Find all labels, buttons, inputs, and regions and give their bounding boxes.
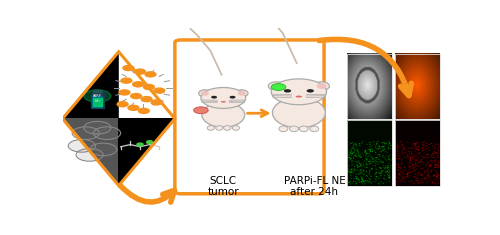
Circle shape	[146, 141, 153, 144]
Circle shape	[194, 107, 208, 114]
Ellipse shape	[224, 126, 231, 130]
Circle shape	[130, 94, 141, 99]
Circle shape	[123, 66, 134, 70]
Ellipse shape	[198, 90, 211, 97]
Circle shape	[121, 78, 132, 83]
Circle shape	[138, 108, 149, 114]
Bar	[348, 121, 392, 186]
Circle shape	[134, 69, 145, 74]
Circle shape	[141, 97, 152, 102]
Bar	[348, 54, 392, 119]
Ellipse shape	[220, 101, 226, 102]
Circle shape	[201, 87, 246, 108]
Circle shape	[74, 127, 98, 139]
Ellipse shape	[271, 83, 281, 89]
Circle shape	[144, 84, 154, 90]
Circle shape	[77, 149, 102, 161]
Bar	[93, 90, 102, 92]
Ellipse shape	[236, 90, 248, 97]
Ellipse shape	[268, 82, 284, 90]
Bar	[91, 92, 104, 108]
Circle shape	[271, 79, 326, 105]
Ellipse shape	[317, 83, 326, 89]
Ellipse shape	[296, 96, 302, 98]
Circle shape	[154, 88, 165, 93]
Ellipse shape	[202, 102, 244, 127]
Ellipse shape	[279, 126, 288, 132]
Circle shape	[271, 84, 286, 90]
Ellipse shape	[290, 126, 298, 132]
Polygon shape	[62, 52, 118, 119]
Bar	[395, 121, 440, 186]
Ellipse shape	[207, 126, 214, 130]
Circle shape	[94, 127, 120, 139]
Text: SCLC
tumor: SCLC tumor	[208, 176, 239, 197]
Circle shape	[132, 82, 143, 87]
Ellipse shape	[238, 91, 246, 96]
Ellipse shape	[232, 126, 239, 130]
Circle shape	[145, 72, 156, 77]
Circle shape	[85, 122, 110, 133]
Bar	[92, 98, 102, 106]
Circle shape	[91, 144, 116, 155]
Ellipse shape	[314, 82, 330, 90]
Circle shape	[117, 102, 128, 107]
Polygon shape	[62, 119, 118, 186]
Text: PARP
inh: PARP inh	[93, 94, 102, 103]
Circle shape	[211, 96, 217, 98]
Circle shape	[284, 89, 291, 93]
Circle shape	[306, 89, 314, 93]
Ellipse shape	[310, 126, 319, 132]
Ellipse shape	[216, 126, 223, 130]
Ellipse shape	[201, 91, 209, 96]
Circle shape	[230, 96, 235, 98]
Text: PARPi-FL NE
after 24h: PARPi-FL NE after 24h	[284, 176, 345, 197]
Polygon shape	[118, 52, 175, 119]
Circle shape	[84, 90, 111, 102]
Bar	[395, 54, 440, 119]
Ellipse shape	[300, 126, 308, 132]
Circle shape	[137, 143, 143, 146]
Circle shape	[128, 105, 139, 110]
Bar	[92, 96, 102, 107]
Circle shape	[151, 100, 162, 105]
Polygon shape	[118, 119, 175, 186]
Circle shape	[119, 90, 130, 95]
FancyBboxPatch shape	[175, 40, 324, 194]
Circle shape	[70, 140, 94, 152]
Ellipse shape	[272, 98, 326, 128]
